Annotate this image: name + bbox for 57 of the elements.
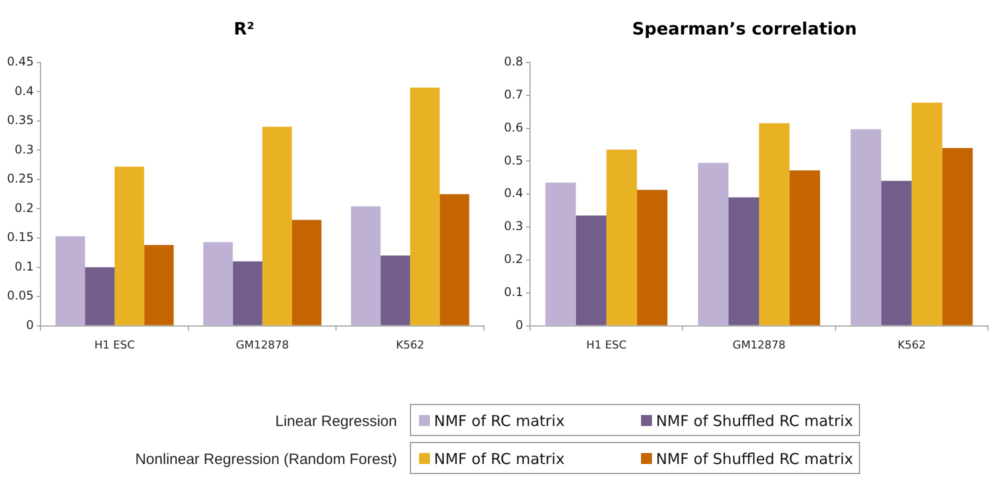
y-tick-label: 0.6: [504, 120, 524, 134]
y-tick-label: 0.3: [14, 142, 34, 156]
bar: [576, 216, 606, 326]
bar: [203, 242, 233, 326]
legend-label: NMF of RC matrix: [433, 450, 565, 468]
x-tick-label: H1 ESC: [94, 338, 136, 352]
bar: [410, 88, 440, 326]
y-tick-label: 0.35: [7, 113, 34, 128]
y-tick-label: 0.2: [14, 200, 34, 215]
y-tick-label: 0: [515, 318, 524, 332]
legend-label: NMF of Shuffled RC matrix: [655, 450, 854, 468]
bar: [850, 129, 882, 326]
bar: [912, 102, 942, 326]
bar: [606, 150, 637, 326]
bar: [380, 256, 410, 326]
y-tick-label: 0.25: [7, 172, 34, 186]
y-tick-label: 0.45: [7, 54, 34, 69]
y-tick-label: 0.15: [7, 230, 34, 244]
y-tick-label: 0.1: [14, 259, 34, 274]
x-tick-label: K562: [396, 338, 424, 352]
y-tick-label: 0.4: [504, 186, 524, 200]
bar: [440, 194, 470, 326]
bar: [351, 206, 381, 326]
x-tick-label: H1 ESC: [586, 338, 627, 352]
bar: [545, 182, 576, 326]
y-tick-label: 0.7: [504, 87, 524, 102]
bar: [85, 267, 115, 326]
bar: [881, 180, 912, 326]
y-tick-label: 0.3: [504, 219, 524, 234]
y-tick-label: 0.8: [504, 54, 524, 69]
bar: [144, 245, 174, 326]
text: Nonlinear Regression (Random Forest): [135, 451, 397, 468]
y-tick-label: 0.4: [14, 84, 34, 98]
x-tick-label: GM12878: [732, 338, 786, 352]
bar: [728, 197, 760, 326]
legend-label: NMF of Shuffled RC matrix: [655, 412, 854, 430]
bar: [232, 261, 262, 326]
x-tick-label: K562: [898, 338, 926, 352]
bar: [636, 190, 668, 326]
bar: [55, 236, 86, 326]
bar: [942, 148, 973, 326]
x-tick-label: GM12878: [236, 338, 289, 352]
y-tick-label: 0.05: [7, 288, 34, 303]
y-tick-label: 0.1: [504, 285, 524, 299]
legend-label: NMF of RC matrix: [433, 412, 565, 430]
y-tick-label: 0.5: [504, 153, 524, 168]
chart-title: R²: [234, 20, 254, 40]
bar: [114, 166, 144, 326]
bar: [759, 123, 790, 326]
y-tick-label: 0: [26, 318, 34, 332]
text: Linear Regression: [275, 413, 397, 430]
chart-title: Spearman’s correlation: [632, 20, 857, 40]
y-tick-label: 0.2: [504, 252, 524, 266]
bar: [790, 170, 820, 326]
bar: [292, 220, 322, 326]
bar: [698, 162, 729, 326]
bar: [262, 126, 292, 326]
